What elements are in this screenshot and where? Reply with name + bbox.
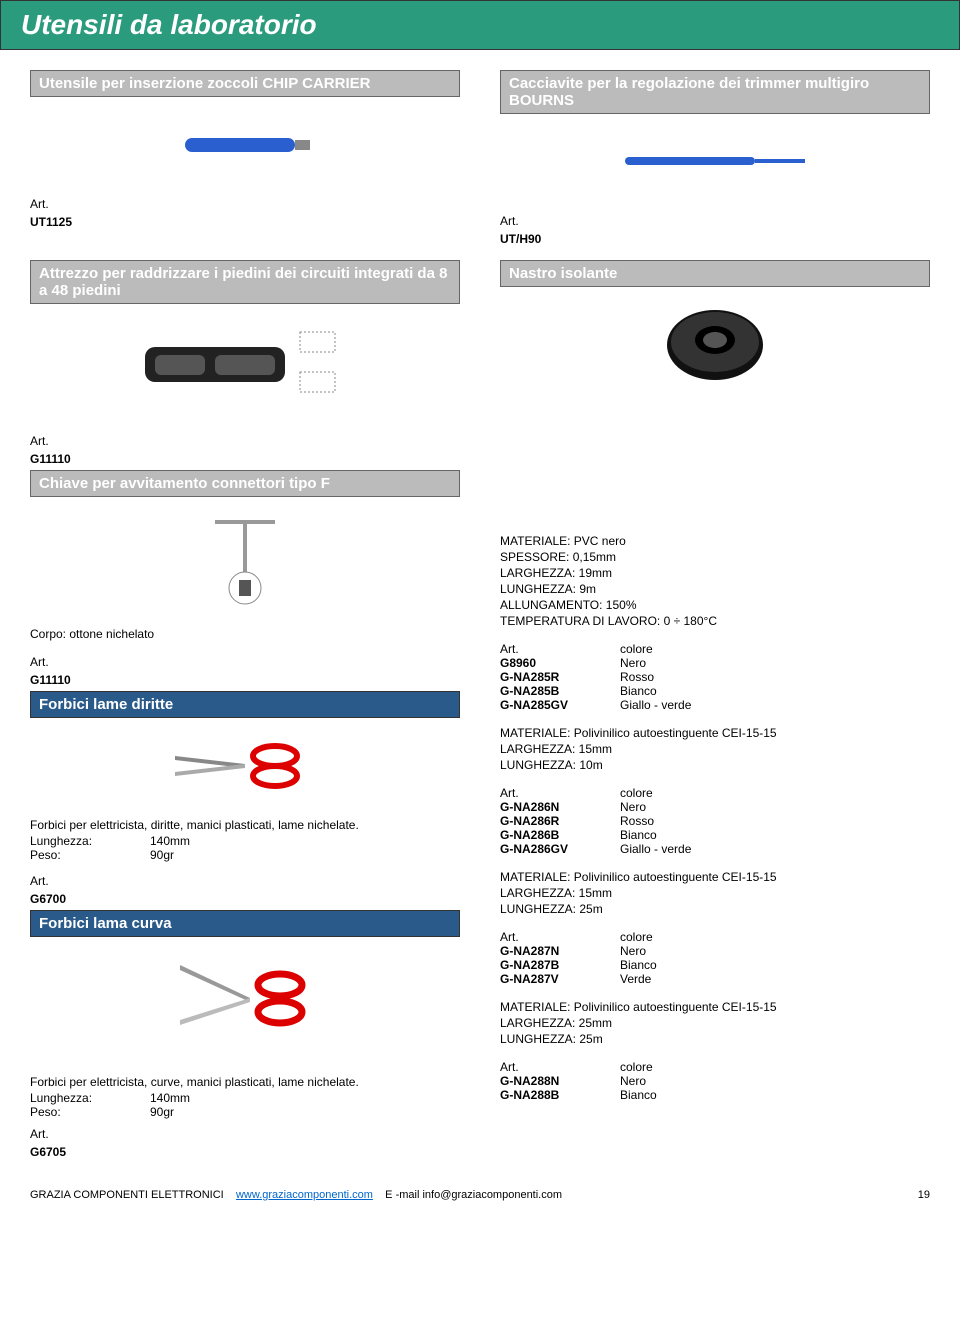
footer-email: E -mail info@graziacomponenti.com — [385, 1189, 562, 1201]
tape-table-4: Art.colore G-NA288NNero G-NA288BBianco — [500, 1060, 930, 1102]
art-label: Art. — [30, 874, 460, 888]
art-code: UT/H90 — [500, 232, 930, 246]
image-f-wrench — [30, 505, 460, 615]
image-chip-tool — [30, 105, 460, 185]
image-scissors-1 — [30, 726, 460, 806]
art-label: Art. — [30, 434, 460, 448]
header-trimmer: Cacciavite per la regolazione dei trimme… — [500, 70, 930, 114]
scissors2-desc: Forbici per elettricista, curve, manici … — [30, 1075, 460, 1089]
tape-spec-4: MATERIALE: Polivinilico autoestinguente … — [500, 1000, 930, 1046]
tape-table-2: Art.colore G-NA286NNero G-NA286RRosso G-… — [500, 786, 930, 856]
page-number: 19 — [918, 1189, 930, 1201]
header-chip-carrier: Utensile per inserzione zoccoli CHIP CAR… — [30, 70, 460, 97]
footer-company: GRAZIA COMPONENTI ELETTRONICI — [30, 1189, 224, 1201]
prop-row: Peso:90gr — [30, 1105, 460, 1119]
tape-spec-3: MATERIALE: Polivinilico autoestinguente … — [500, 870, 930, 916]
art-label: Art. — [30, 655, 460, 669]
art-code: G6700 — [30, 892, 460, 906]
art-code: G11110 — [30, 673, 460, 687]
art-label: Art. — [30, 1127, 460, 1141]
page-banner: Utensili da laboratorio — [0, 0, 960, 50]
header-scissors-curved: Forbici lama curva — [30, 910, 460, 937]
art-label: Art. — [30, 197, 460, 211]
page-footer: GRAZIA COMPONENTI ELETTRONICI www.grazia… — [0, 1183, 960, 1207]
image-tape — [500, 295, 930, 395]
header-tape: Nastro isolante — [500, 260, 930, 287]
prop-row: Lunghezza:140mm — [30, 834, 460, 848]
header-pin-straightener: Attrezzo per raddrizzare i piedini dei c… — [30, 260, 460, 304]
image-scissors-2 — [30, 945, 460, 1045]
image-screwdriver — [500, 122, 930, 202]
tape-spec-2: MATERIALE: Polivinilico autoestinguente … — [500, 726, 930, 772]
tape-spec-1: MATERIALE: PVC nero SPESSORE: 0,15mm LAR… — [500, 534, 930, 628]
art-code: G6705 — [30, 1145, 460, 1159]
art-code: G11110 — [30, 452, 460, 466]
tape-table-1: Art.colore G8960Nero G-NA285RRosso G-NA2… — [500, 642, 930, 712]
scissors1-desc: Forbici per elettricista, diritte, manic… — [30, 818, 460, 832]
image-pin-tool — [30, 312, 460, 412]
corpo-text: Corpo: ottone nichelato — [30, 627, 460, 641]
prop-row: Lunghezza:140mm — [30, 1091, 460, 1105]
art-label: Art. — [500, 214, 930, 228]
footer-url[interactable]: www.graziacomponenti.com — [236, 1189, 373, 1201]
header-f-wrench: Chiave per avvitamento connettori tipo F — [30, 470, 460, 497]
header-scissors-straight: Forbici lame diritte — [30, 691, 460, 718]
tape-table-3: Art.colore G-NA287NNero G-NA287BBianco G… — [500, 930, 930, 986]
art-code: UT1125 — [30, 215, 460, 229]
prop-row: Peso:90gr — [30, 848, 460, 862]
